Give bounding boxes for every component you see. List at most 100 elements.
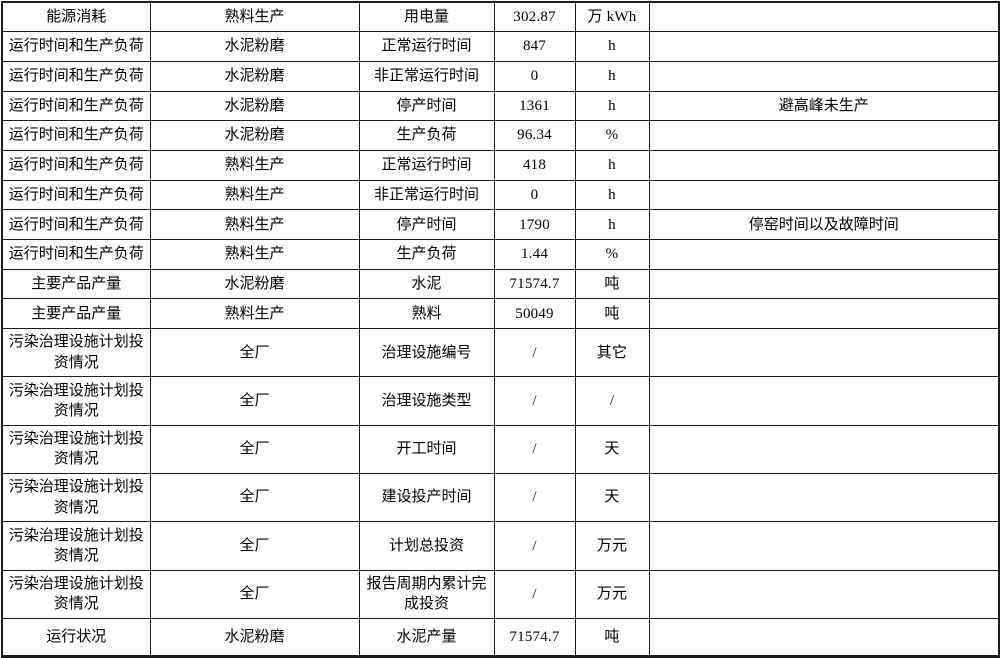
cell-unit: h (574, 209, 650, 240)
cell-remark (648, 1, 1000, 33)
cell-scope: 全厂 (149, 569, 360, 619)
cell-item: 计划总投资 (358, 521, 495, 571)
cell-value: 1.44 (493, 239, 576, 270)
cell-remark: 停窑时间以及故障时间 (648, 209, 1000, 240)
cell-scope: 熟料生产 (149, 179, 360, 211)
cell-category: 能源消耗 (1, 1, 151, 33)
cell-scope: 全厂 (149, 472, 360, 523)
cell-item: 治理设施类型 (358, 376, 495, 426)
cell-category: 主要产品产量 (1, 268, 151, 300)
cell-unit: 万 kWh (574, 1, 650, 33)
cell-value: 1361 (493, 90, 576, 122)
table-row: 污染治理设施计划投资情况 全厂 计划总投资 / 万元 (1, 521, 1000, 571)
cell-category: 运行状况 (1, 617, 151, 657)
table-row: 污染治理设施计划投资情况 全厂 开工时间 / 天 (1, 424, 1000, 474)
cell-value: 0 (493, 60, 576, 92)
cell-item: 非正常运行时间 (358, 179, 495, 211)
cell-unit: h (574, 149, 650, 181)
cell-category: 运行时间和生产负荷 (1, 239, 151, 270)
cell-scope: 水泥粉磨 (149, 90, 360, 122)
cell-remark (648, 472, 1000, 523)
cell-remark (648, 268, 1000, 300)
table-row: 运行时间和生产负荷 熟料生产 生产负荷 1.44% (1, 239, 1000, 270)
cell-category: 污染治理设施计划投资情况 (1, 376, 151, 426)
cell-category: 运行时间和生产负荷 (1, 120, 151, 151)
cell-remark (648, 298, 1000, 330)
cell-remark (648, 376, 1000, 426)
cell-item: 报告周期内累计完成投资 (358, 569, 495, 619)
cell-scope: 熟料生产 (149, 149, 360, 181)
cell-scope: 全厂 (149, 424, 360, 474)
cell-scope: 熟料生产 (149, 1, 360, 33)
cell-value: / (493, 424, 576, 474)
table-row: 污染治理设施计划投资情况 全厂 建设投产时间 / 天 (1, 472, 1000, 523)
cell-item: 开工时间 (358, 424, 495, 474)
cell-item: 水泥产量 (358, 617, 495, 657)
cell-item: 治理设施编号 (358, 328, 495, 378)
cell-remark (648, 179, 1000, 211)
cell-value: / (493, 328, 576, 378)
table-row: 运行时间和生产负荷 水泥粉磨 正常运行时间 847 h (1, 31, 1000, 62)
cell-scope: 水泥粉磨 (149, 31, 360, 62)
cell-value: / (493, 521, 576, 571)
cell-unit: 吨 (574, 268, 650, 300)
cell-item: 用电量 (358, 1, 495, 33)
cell-remark: 避高峰未生产 (648, 90, 1000, 122)
cell-scope: 水泥粉磨 (149, 268, 360, 300)
cell-unit: 其它 (574, 328, 650, 378)
cell-unit: 天 (574, 472, 650, 523)
cell-category: 运行时间和生产负荷 (1, 209, 151, 240)
cell-value: 71574.7 (493, 617, 576, 657)
cell-remark (648, 521, 1000, 571)
cell-unit: h (574, 179, 650, 211)
cell-scope: 熟料生产 (149, 209, 360, 240)
table-row: 能源消耗 熟料生产 用电量 302.87 万 kWh (1, 1, 1000, 33)
cell-value: / (493, 569, 576, 619)
cell-value: 847 (493, 31, 576, 62)
cell-scope: 全厂 (149, 376, 360, 426)
cell-remark (648, 617, 1000, 657)
table-row: 主要产品产量 水泥粉磨 水泥 71574.7 吨 (1, 268, 1000, 300)
cell-item: 非正常运行时间 (358, 60, 495, 92)
cell-item: 生产负荷 (358, 239, 495, 270)
table-row: 运行状况 水泥粉磨 水泥产量 71574.7 吨 (1, 617, 1000, 657)
cell-value: 1790 (493, 209, 576, 240)
cell-value: 0 (493, 179, 576, 211)
cell-item: 生产负荷 (358, 120, 495, 151)
cell-category: 污染治理设施计划投资情况 (1, 472, 151, 523)
cell-unit: h (574, 31, 650, 62)
cell-category: 污染治理设施计划投资情况 (1, 424, 151, 474)
cell-value: 418 (493, 149, 576, 181)
cell-category: 主要产品产量 (1, 298, 151, 330)
cell-remark (648, 328, 1000, 378)
cell-item: 停产时间 (358, 90, 495, 122)
cell-item: 水泥 (358, 268, 495, 300)
table-row: 运行时间和生产负荷 水泥粉磨 生产负荷 96.34% (1, 120, 1000, 151)
cell-category: 污染治理设施计划投资情况 (1, 328, 151, 378)
cell-remark (648, 149, 1000, 181)
cell-value: 71574.7 (493, 268, 576, 300)
cell-value: 50049 (493, 298, 576, 330)
cell-scope: 全厂 (149, 521, 360, 571)
cell-remark (648, 424, 1000, 474)
cell-category: 运行时间和生产负荷 (1, 179, 151, 211)
cell-unit: 万元 (574, 569, 650, 619)
table-row: 污染治理设施计划投资情况 全厂 治理设施编号 / 其它 (1, 328, 1000, 378)
cell-category: 污染治理设施计划投资情况 (1, 569, 151, 619)
cell-unit: h (574, 60, 650, 92)
cell-value: 96.34 (493, 120, 576, 151)
table-row: 运行时间和生产负荷 水泥粉磨 停产时间 1361 h 避高峰未生产 (1, 90, 1000, 122)
cell-unit: / (574, 376, 650, 426)
cell-remark (648, 569, 1000, 619)
cell-value: / (493, 472, 576, 523)
cell-unit: 万元 (574, 521, 650, 571)
cell-remark (648, 60, 1000, 92)
cell-item: 熟料 (358, 298, 495, 330)
cell-remark (648, 31, 1000, 62)
cell-unit: h (574, 90, 650, 122)
cell-scope: 熟料生产 (149, 239, 360, 270)
cell-unit: % (574, 239, 650, 270)
table-row: 污染治理设施计划投资情况 全厂 治理设施类型 / / (1, 376, 1000, 426)
